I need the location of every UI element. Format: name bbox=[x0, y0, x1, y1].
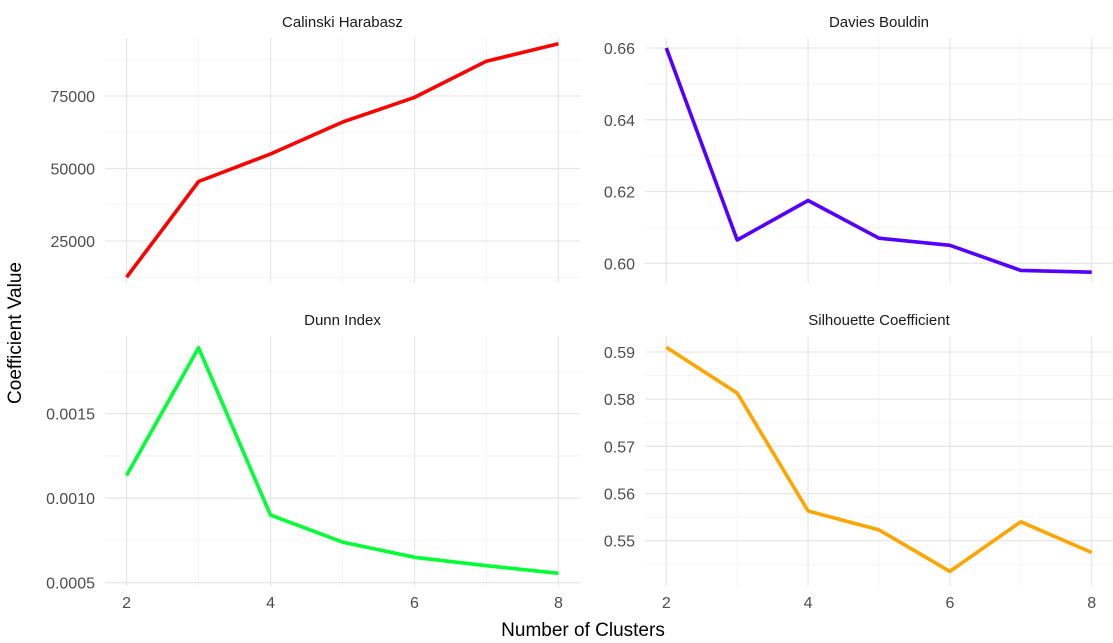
data-point bbox=[736, 238, 739, 241]
data-point bbox=[807, 510, 810, 513]
y-tick-label: 50000 bbox=[51, 161, 96, 178]
y-axis-title: Coefficient Value bbox=[5, 262, 26, 404]
panel-title: Silhouette Coefficient bbox=[808, 312, 950, 329]
data-point bbox=[878, 528, 881, 531]
data-point bbox=[125, 474, 128, 477]
data-point bbox=[665, 346, 668, 349]
data-point bbox=[948, 244, 951, 247]
series-line-dunn-index bbox=[125, 345, 559, 576]
data-point bbox=[557, 42, 560, 45]
data-point bbox=[878, 237, 881, 240]
data-point bbox=[485, 564, 488, 567]
x-tick-label: 8 bbox=[554, 595, 563, 612]
y-tick-label: 0.58 bbox=[604, 392, 635, 409]
data-point bbox=[413, 96, 416, 99]
y-tick-label: 0.66 bbox=[604, 41, 635, 58]
y-tick-label: 0.64 bbox=[604, 113, 635, 130]
y-tick-label: 75000 bbox=[51, 89, 96, 106]
y-tick-label: 0.0010 bbox=[46, 491, 95, 508]
data-point bbox=[665, 47, 668, 50]
panel-silhouette-coefficient: Silhouette Coefficient 0.55 0.56 0.57 0.58 0.… bbox=[604, 312, 1113, 612]
series-line-calinski-harabasz bbox=[125, 42, 559, 279]
data-point bbox=[269, 514, 272, 517]
y-tick-label: 25000 bbox=[51, 234, 96, 251]
chart-panels: Calinski Harabasz 25000 50000 75000 Davies B… bbox=[46, 14, 1113, 612]
panel-calinski-harabasz: Calinski Harabasz 25000 50000 75000 bbox=[51, 14, 580, 283]
x-tick-label: 4 bbox=[804, 595, 813, 612]
x-tick-label: 8 bbox=[1087, 595, 1096, 612]
x-tick-label: 2 bbox=[662, 595, 671, 612]
data-point bbox=[341, 121, 344, 124]
x-tick-label: 4 bbox=[266, 595, 275, 612]
data-point bbox=[341, 541, 344, 544]
data-point bbox=[948, 570, 951, 573]
data-point bbox=[1019, 269, 1022, 272]
data-point bbox=[269, 152, 272, 155]
x-axis-title: Number of Clusters bbox=[501, 620, 665, 641]
y-tick-label: 0.59 bbox=[604, 345, 635, 362]
y-tick-label: 0.0005 bbox=[46, 576, 95, 593]
panel-title: Calinski Harabasz bbox=[282, 14, 403, 31]
data-point bbox=[197, 180, 200, 183]
x-tick-label: 6 bbox=[945, 595, 954, 612]
panel-title: Davies Bouldin bbox=[829, 14, 929, 31]
panel-davies-bouldin: Davies Bouldin 0.60 0.62 0.64 0.66 bbox=[604, 14, 1113, 283]
y-tick-label: 0.60 bbox=[604, 256, 635, 273]
x-tick-label: 2 bbox=[122, 595, 131, 612]
panel-dunn-index: Dunn Index 0.0005 0.0010 0.0015 2 4 6 8 bbox=[46, 312, 580, 612]
series-line-silhouette-coefficient bbox=[665, 345, 1093, 574]
x-tick-label: 6 bbox=[410, 595, 419, 612]
y-tick-label: 0.62 bbox=[604, 185, 635, 202]
data-point bbox=[1090, 271, 1093, 274]
data-point bbox=[485, 60, 488, 63]
data-point bbox=[1090, 551, 1093, 554]
y-tick-label: 0.55 bbox=[604, 534, 635, 551]
data-point bbox=[1019, 520, 1022, 523]
data-point bbox=[197, 346, 200, 349]
y-tick-label: 0.57 bbox=[604, 439, 635, 456]
data-point bbox=[807, 199, 810, 202]
y-tick-label: 0.56 bbox=[604, 487, 635, 504]
y-tick-label: 0.0015 bbox=[46, 407, 95, 424]
data-point bbox=[557, 572, 560, 575]
panel-title: Dunn Index bbox=[304, 312, 381, 329]
data-point bbox=[413, 556, 416, 559]
series-line-davies-bouldin bbox=[664, 47, 1092, 274]
data-point bbox=[125, 276, 128, 279]
data-point bbox=[736, 392, 739, 395]
